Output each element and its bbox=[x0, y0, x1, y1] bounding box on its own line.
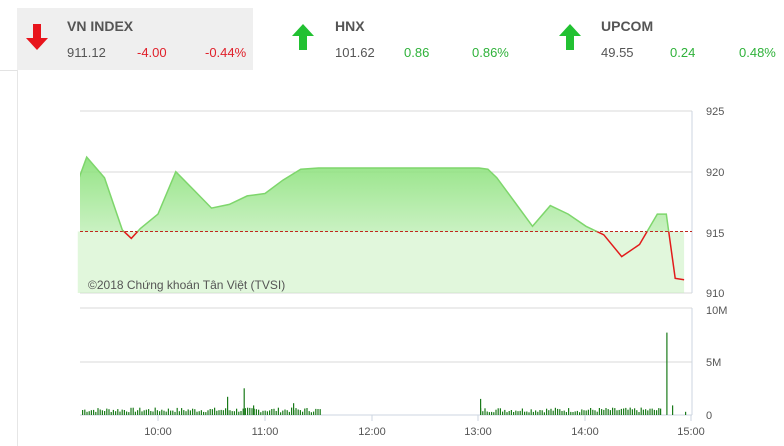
index-value: 911.12 bbox=[67, 45, 106, 60]
xtick: 13:00 bbox=[464, 415, 492, 438]
time-x-axis: 10:00 11:00 12:00 13:00 14:00 15:00 bbox=[144, 415, 705, 438]
svg-text:10:00: 10:00 bbox=[144, 426, 172, 438]
svg-text:11:00: 11:00 bbox=[252, 426, 279, 438]
xtick: 15:00 bbox=[677, 415, 705, 438]
arrow-up-icon bbox=[292, 24, 314, 50]
index-card-vnindex[interactable]: VN INDEX 911.12 -4.00 -0.44% bbox=[17, 8, 253, 70]
index-percent: -0.44% bbox=[205, 45, 247, 60]
volume-bars bbox=[82, 332, 687, 416]
index-change: 0.24 bbox=[670, 45, 696, 60]
ytick: 10M bbox=[706, 305, 727, 317]
xtick: 12:00 bbox=[358, 415, 386, 438]
index-change: -4.00 bbox=[137, 45, 167, 60]
svg-text:13:00: 13:00 bbox=[464, 426, 492, 438]
svg-text:14:00: 14:00 bbox=[571, 426, 599, 438]
price-area bbox=[77, 157, 685, 293]
ytick: 0 bbox=[706, 410, 712, 422]
ytick: 910 bbox=[706, 288, 724, 300]
ytick: 920 bbox=[706, 167, 724, 179]
arrow-up-icon bbox=[559, 24, 581, 50]
ytick: 915 bbox=[706, 228, 724, 240]
index-summary-bar: VN INDEX 911.12 -4.00 -0.44% HNX 101.62 … bbox=[0, 0, 784, 71]
index-percent: 0.86% bbox=[472, 45, 509, 60]
index-change: 0.86 bbox=[404, 45, 430, 60]
xtick: 11:00 bbox=[252, 415, 279, 438]
price-y-axis: 925 920 915 910 bbox=[706, 106, 724, 300]
arrow-down-icon bbox=[26, 24, 48, 50]
watermark: ©2018 Chứng khoán Tân Việt (TVSI) bbox=[88, 278, 285, 292]
index-name: VN INDEX bbox=[67, 18, 134, 34]
index-name: UPCOM bbox=[601, 18, 654, 34]
xtick: 10:00 bbox=[144, 415, 172, 438]
volume-grid bbox=[80, 307, 693, 416]
index-card-hnx[interactable]: HNX 101.62 0.86 0.86% bbox=[283, 8, 519, 70]
svg-text:15:00: 15:00 bbox=[677, 426, 705, 438]
volume-y-axis: 10M 5M 0 bbox=[706, 305, 727, 422]
price-line bbox=[80, 155, 685, 281]
ytick: 5M bbox=[706, 357, 721, 369]
xtick: 14:00 bbox=[571, 415, 599, 438]
index-card-upcom[interactable]: UPCOM 49.55 0.24 0.48% bbox=[550, 8, 784, 70]
index-value: 49.55 bbox=[601, 45, 634, 60]
index-percent: 0.48% bbox=[739, 45, 776, 60]
ytick: 925 bbox=[706, 106, 724, 118]
index-value: 101.62 bbox=[335, 45, 375, 60]
index-name: HNX bbox=[335, 18, 365, 34]
svg-text:12:00: 12:00 bbox=[358, 426, 386, 438]
